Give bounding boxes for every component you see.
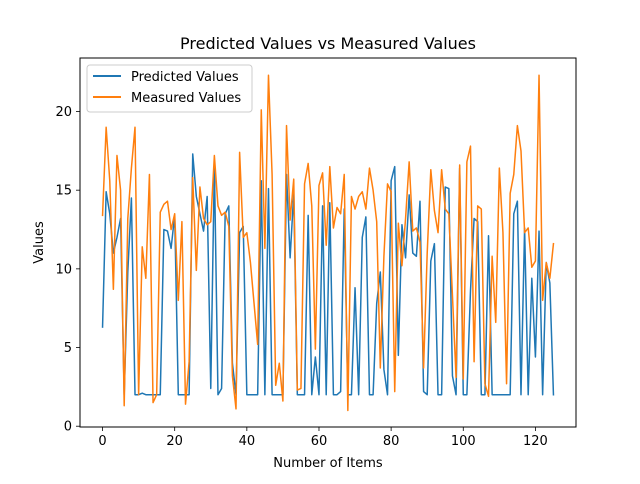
- y-axis-ticks: 0 5 10 15 20: [55, 105, 80, 435]
- legend-predicted-label: Predicted Values: [131, 70, 239, 85]
- x-tick-label: 20: [166, 434, 183, 449]
- y-tick-label: 5: [64, 341, 72, 356]
- predicted-values-line: [101, 153, 555, 396]
- y-axis-label: Values: [32, 221, 47, 264]
- x-axis-label: Number of Items: [273, 456, 383, 471]
- x-tick-label: 100: [451, 434, 476, 449]
- y-tick-label: 20: [55, 105, 72, 120]
- legend-measured-label: Measured Values: [131, 91, 241, 106]
- y-tick-label: 15: [55, 184, 72, 199]
- x-tick-label: 0: [98, 434, 106, 449]
- x-tick-label: 40: [239, 434, 256, 449]
- series-layer: [101, 74, 555, 412]
- legend: Predicted Values Measured Values: [86, 64, 253, 113]
- legend-box: [86, 64, 253, 113]
- measured-values-line: [101, 74, 555, 412]
- y-tick-label: 10: [55, 262, 72, 277]
- x-tick-label: 60: [311, 434, 328, 449]
- x-axis-ticks: 0 20 40 60 80 100 120: [98, 427, 548, 449]
- x-tick-label: 80: [383, 434, 400, 449]
- x-tick-label: 120: [523, 434, 548, 449]
- plot-frame: [79, 57, 577, 428]
- y-tick-label: 0: [64, 420, 72, 435]
- chart-title: Predicted Values vs Measured Values: [180, 34, 476, 53]
